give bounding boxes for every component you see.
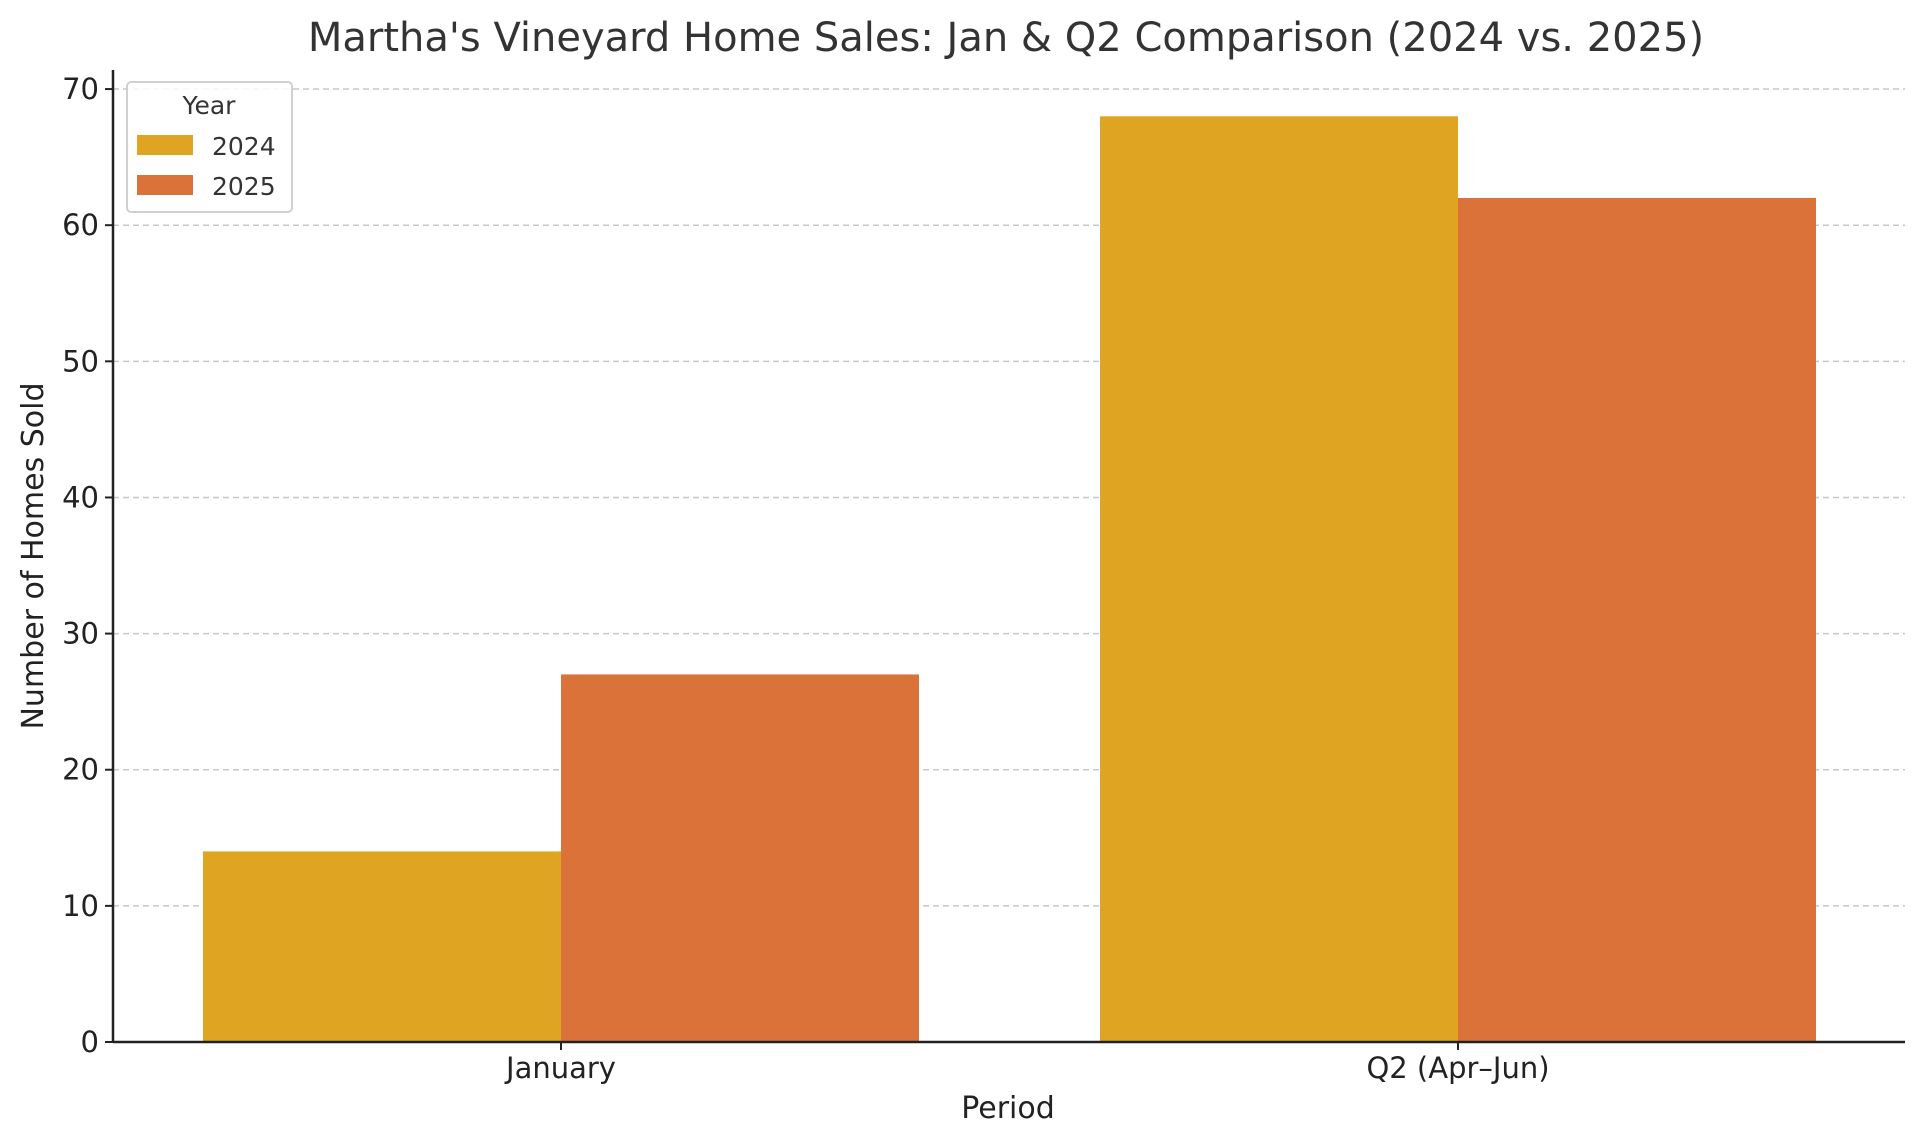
axes [111,70,1905,1044]
y-tick-label: 0 [81,1025,99,1059]
x-axis-label: Period [961,1091,1055,1126]
legend-entries: 2024 2025 [137,132,276,201]
bar-2025-0 [561,674,919,1042]
legend: Year 2024 2025 [126,81,293,213]
legend-swatch-2025 [137,175,193,195]
legend-swatch-2024 [137,135,193,155]
y-tick-label: 10 [62,889,99,923]
legend-label-2024: 2024 [212,132,276,161]
legend-title: Year [182,91,237,120]
bar-2024-1 [1100,116,1458,1043]
chart-title: Martha's Vineyard Home Sales: Jan & Q2 C… [308,15,1704,61]
x-ticks: January Q2 (Apr–Jun) [504,1042,1550,1085]
x-tick-label: Q2 (Apr–Jun) [1366,1051,1549,1085]
bar-2025-1 [1458,197,1816,1043]
y-tick-label: 70 [62,72,99,106]
x-tick-label: January [504,1051,616,1085]
y-axis-label: Number of Homes Sold [16,382,51,729]
y-tick-label: 30 [62,617,99,651]
y-tick-label: 20 [62,753,99,787]
y-tick-label: 50 [62,344,99,378]
bars [203,116,1816,1043]
legend-label-2025: 2025 [212,172,276,201]
y-tick-label: 60 [62,208,99,242]
y-tick-label: 40 [62,480,99,514]
y-ticks: 0 10 20 30 40 50 60 70 [62,72,113,1059]
bar-2024-0 [203,851,561,1042]
